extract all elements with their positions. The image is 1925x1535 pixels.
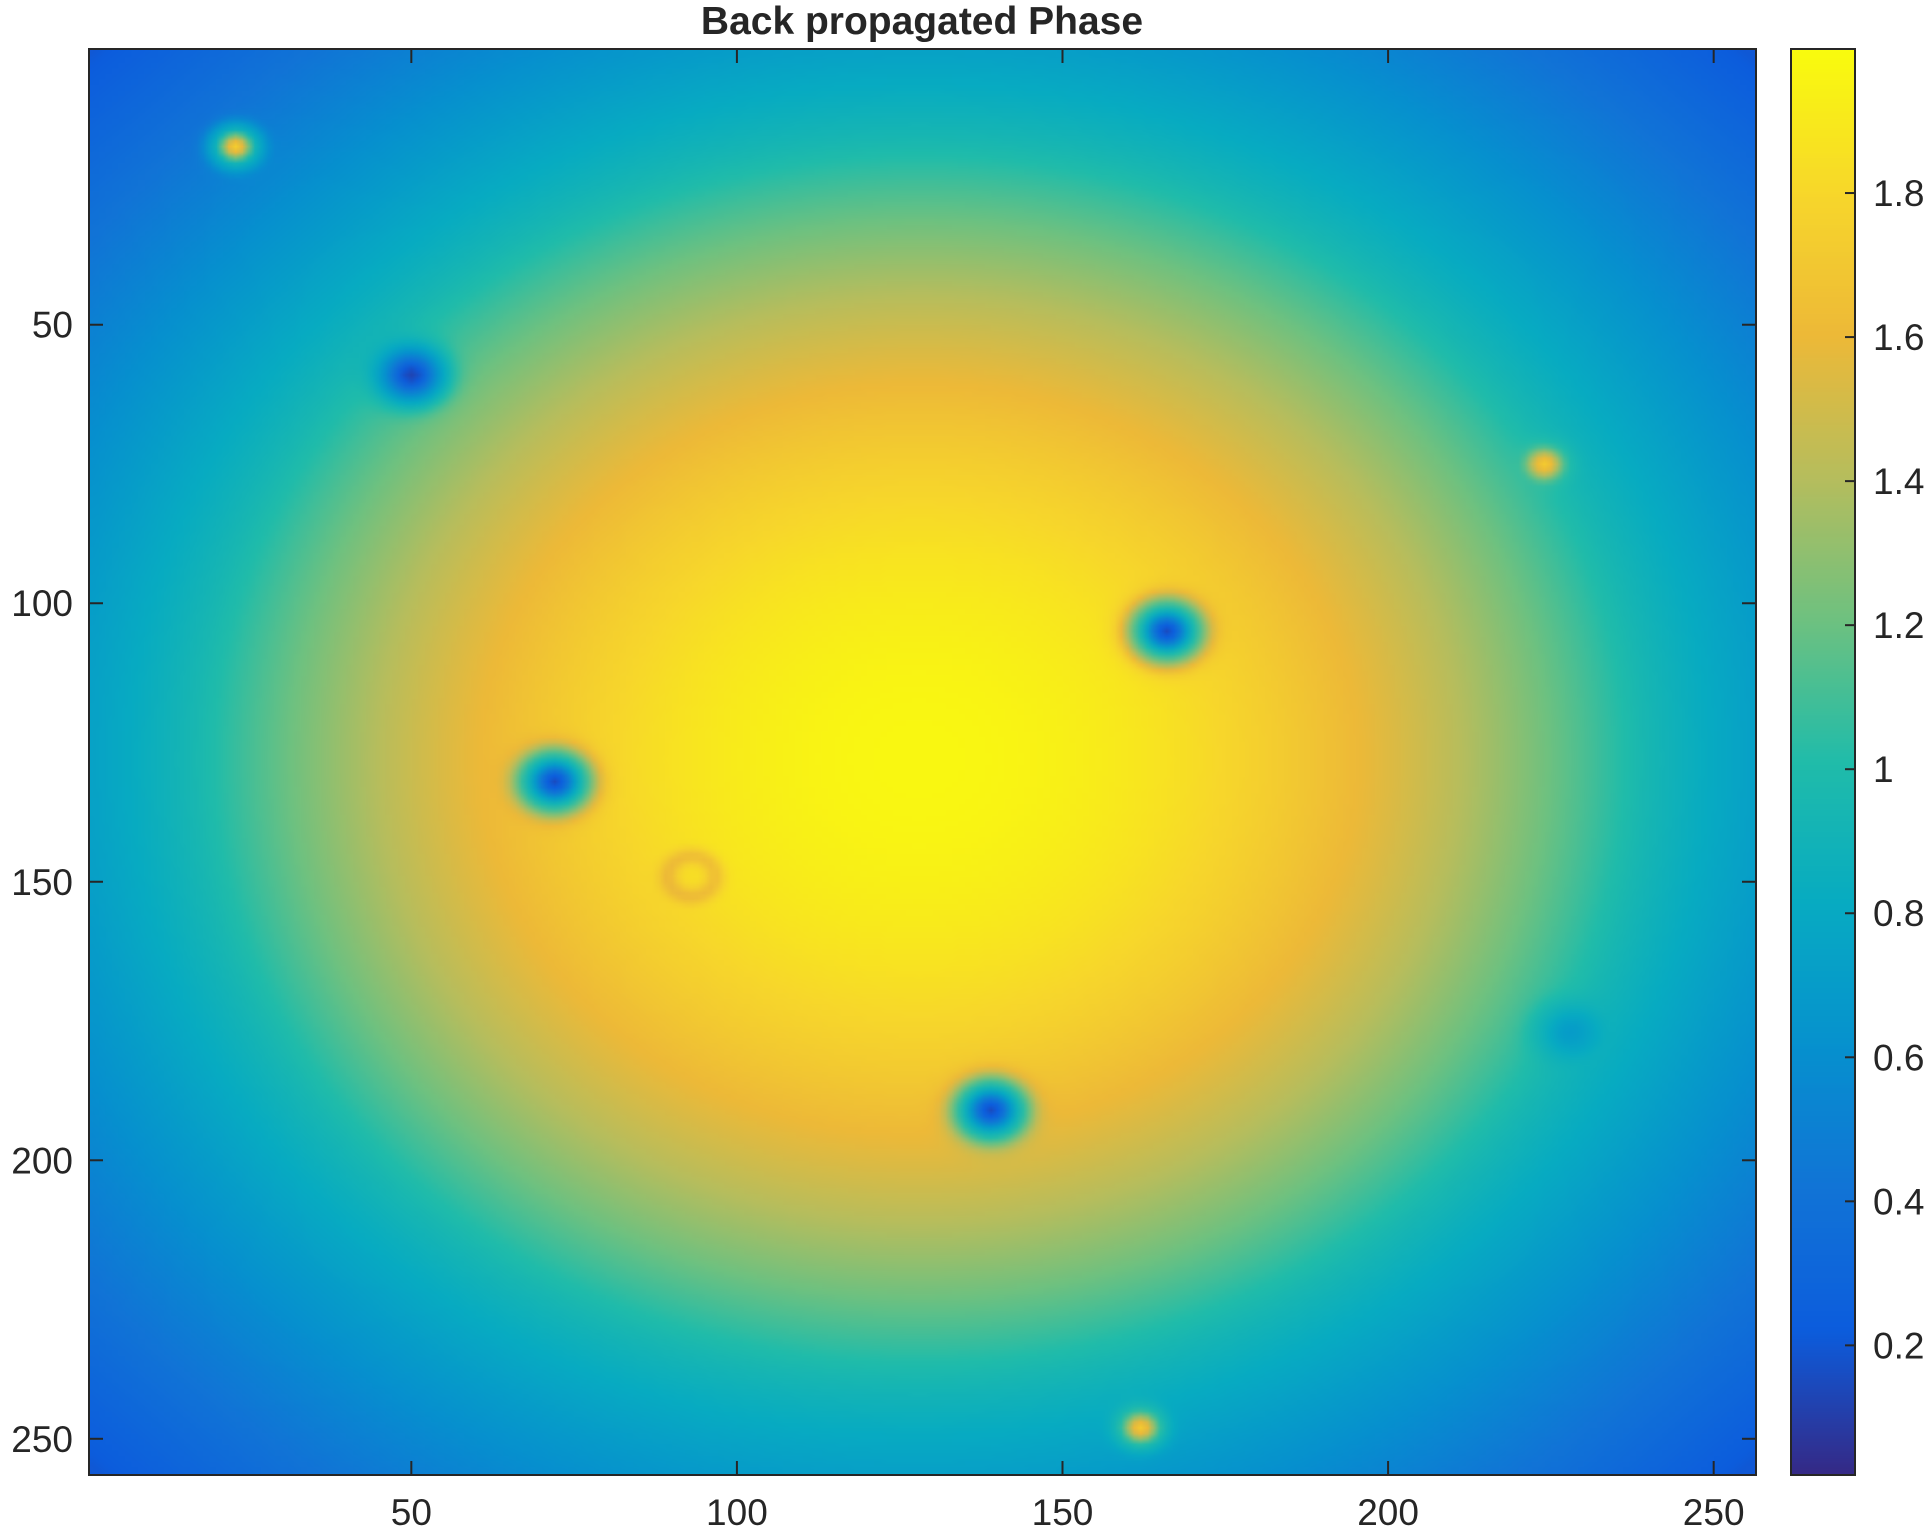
colorbar-tick-label: 0.4: [1873, 1181, 1924, 1222]
heatmap-image: [89, 49, 1756, 1475]
plot-area: [88, 48, 1757, 1476]
x-tick-label: 250: [1683, 1492, 1745, 1533]
colorbar-tick-label: 1.4: [1873, 461, 1924, 502]
colorbar-tick-label: 0.2: [1873, 1325, 1924, 1366]
axis-ticks: [89, 49, 1756, 1475]
colorbar-tick-label: 1.8: [1873, 173, 1924, 214]
colorbar-tick-label: 0.8: [1873, 893, 1924, 934]
y-tick-labels: 50 100 150 200 250: [11, 305, 73, 1460]
colorbar-tick-label: 1: [1873, 749, 1894, 790]
colorbar-image: [1791, 49, 1855, 1475]
colorbar-ticks: 0.2 0.4 0.6 0.8 1 1.2 1.4 1.6 1.8: [1845, 173, 1924, 1366]
chart-title: Back propagated Phase: [701, 0, 1143, 43]
plot-border: [88, 48, 1757, 1476]
y-tick-label: 100: [11, 583, 73, 624]
x-tick-label: 150: [1032, 1492, 1094, 1533]
colorbar-tick-label: 1.6: [1873, 317, 1924, 358]
x-tick-label: 50: [391, 1492, 432, 1533]
y-tick-label: 250: [11, 1419, 73, 1460]
x-tick-label: 200: [1357, 1492, 1419, 1533]
y-tick-label: 200: [11, 1140, 73, 1181]
colorbar: 0.2 0.4 0.6 0.8 1 1.2 1.4 1.6 1.8: [1790, 48, 1924, 1476]
colorbar-border: [1790, 48, 1856, 1476]
x-tick-label: 100: [706, 1492, 768, 1533]
y-tick-label: 50: [32, 305, 73, 346]
y-tick-label: 150: [11, 862, 73, 903]
colorbar-tick-label: 1.2: [1873, 605, 1924, 646]
x-tick-labels: 50 100 150 200 250: [391, 1492, 1745, 1533]
colorbar-tick-label: 0.6: [1873, 1037, 1924, 1078]
